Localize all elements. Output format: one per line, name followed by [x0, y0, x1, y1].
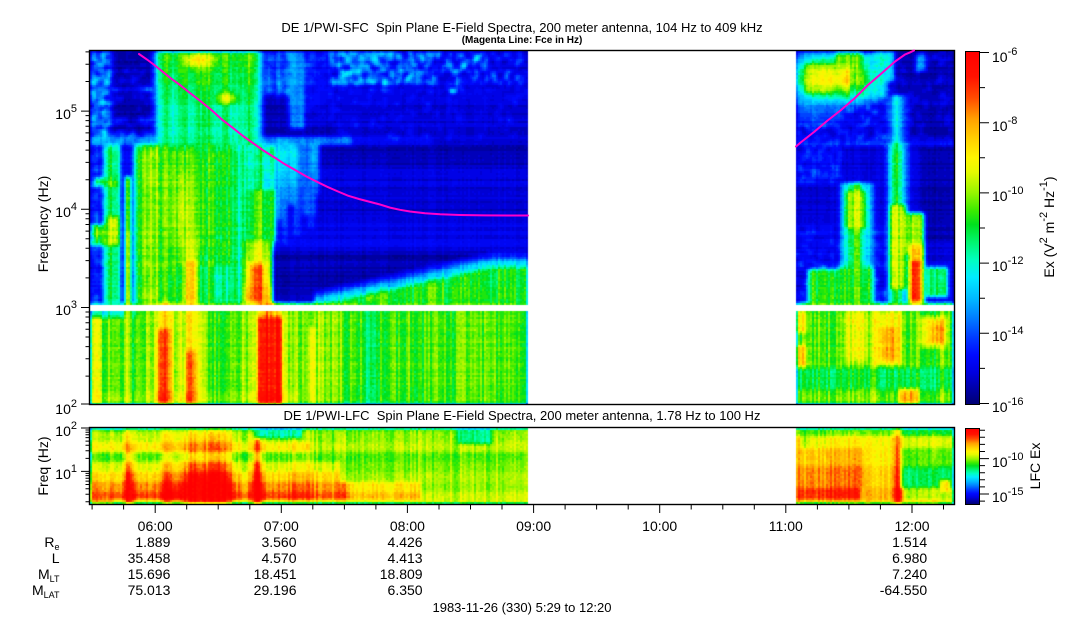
svg-text:Ex (V2 m-2 Hz-1): Ex (V2 m-2 Hz-1): [1038, 176, 1057, 277]
svg-text:LFC Ex: LFC Ex: [1027, 443, 1043, 490]
